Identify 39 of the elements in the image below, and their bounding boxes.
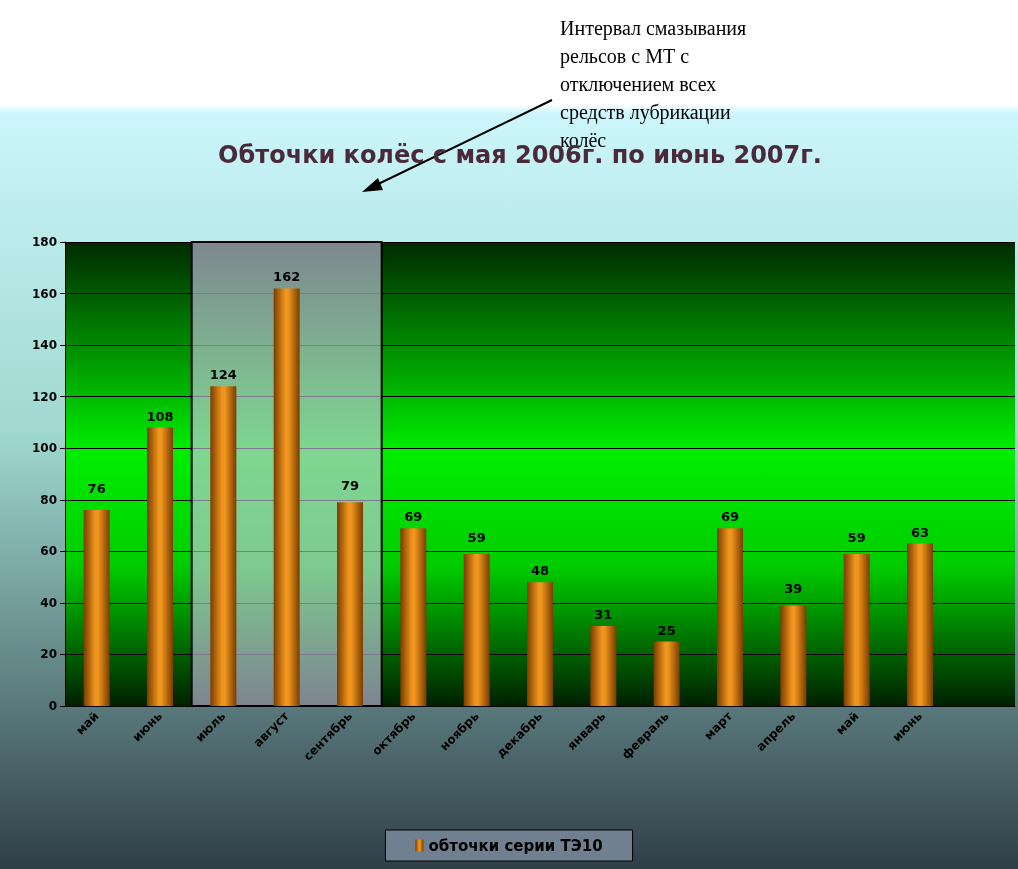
bar — [843, 553, 870, 706]
bar — [273, 288, 300, 706]
data-label: 25 — [657, 622, 676, 638]
data-label: 108 — [146, 408, 174, 424]
bar — [147, 427, 173, 706]
bar — [780, 605, 807, 706]
data-label: 162 — [273, 269, 301, 285]
y-tick-label: 180 — [31, 235, 57, 249]
bar — [337, 502, 363, 706]
bar — [717, 528, 743, 706]
data-label: 69 — [720, 509, 740, 525]
bar — [653, 641, 680, 706]
data-label: 48 — [530, 563, 550, 579]
data-label: 69 — [404, 509, 423, 525]
y-tick-label: 60 — [40, 544, 57, 559]
data-label: 59 — [467, 529, 486, 545]
data-label: 39 — [784, 581, 803, 597]
data-label: 31 — [594, 607, 613, 623]
y-tick-label: 20 — [40, 647, 57, 662]
y-tick-label: 100 — [31, 441, 57, 456]
bar — [83, 510, 110, 706]
y-tick-label: 120 — [31, 389, 57, 404]
y-tick-label: 40 — [40, 595, 57, 610]
legend-label: обточки серии ТЭ10 — [428, 836, 603, 855]
bar — [527, 582, 553, 706]
data-label: 124 — [209, 367, 237, 383]
data-label: 79 — [340, 478, 360, 494]
data-label: 59 — [847, 529, 866, 545]
bar — [400, 528, 427, 706]
bar — [590, 626, 617, 706]
y-tick-label: 140 — [31, 338, 57, 353]
y-tick-label: 160 — [31, 286, 57, 301]
y-tick-label: 0 — [48, 699, 57, 713]
data-label: 63 — [910, 524, 930, 540]
bar — [463, 553, 490, 706]
bar — [210, 386, 237, 706]
y-tick-label: 80 — [40, 492, 57, 507]
bar — [907, 543, 933, 706]
data-label: 76 — [87, 481, 106, 497]
